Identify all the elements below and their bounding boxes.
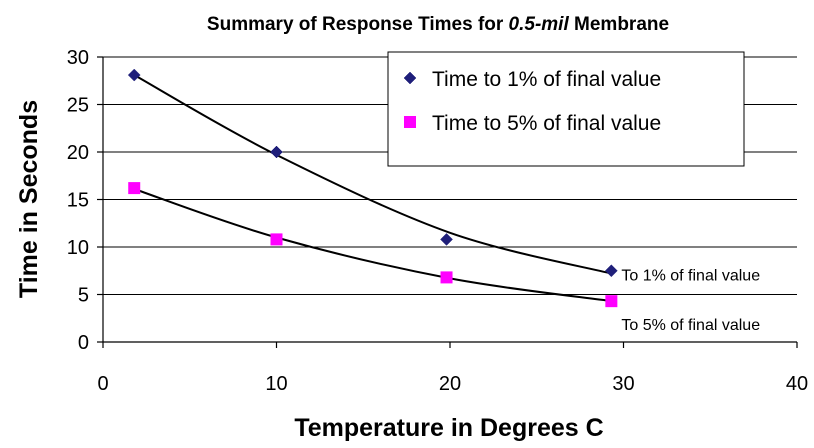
x-tick-label: 30 <box>612 373 634 395</box>
data-point <box>128 182 141 195</box>
x-tick-label: 10 <box>265 373 287 395</box>
x-axis-label: Temperature in Degrees C <box>294 414 603 442</box>
y-tick-label: 5 <box>78 285 89 307</box>
trendline-1 <box>133 74 612 275</box>
data-point <box>605 295 618 308</box>
x-tick-label: 40 <box>786 373 808 395</box>
legend-entry-label: Time to 5% of final value <box>432 112 661 135</box>
trendline-2 <box>133 188 612 303</box>
data-point <box>270 233 283 246</box>
x-tick-label: 0 <box>97 373 108 395</box>
tick-labels: 0 5 10 15 20 25 30 0 10 20 30 40 <box>67 47 808 395</box>
series-annotations: To 1% of final value To 5% of final value <box>621 268 760 335</box>
data-point <box>127 68 141 82</box>
trendlines <box>133 74 612 303</box>
y-tick-label: 25 <box>67 95 89 117</box>
x-tick-label: 20 <box>439 373 461 395</box>
y-tick-label: 0 <box>78 332 89 354</box>
y-axis-label: Time in Seconds <box>15 100 43 298</box>
y-tick-label: 15 <box>67 190 89 212</box>
legend-marker <box>404 116 416 128</box>
y-tick-label: 20 <box>67 142 89 164</box>
data-points <box>127 68 618 308</box>
chart-title: Summary of Response Times for 0.5-mil Me… <box>207 14 669 35</box>
data-point <box>440 233 453 246</box>
legend-entry-label: Time to 1% of final value <box>432 68 661 91</box>
y-tick-label: 10 <box>67 237 89 259</box>
data-point <box>270 145 283 159</box>
axes <box>97 56 798 348</box>
legend: Time to 1% of final value Time to 5% of f… <box>387 51 745 167</box>
data-point <box>605 264 618 278</box>
legend-marker <box>403 71 417 85</box>
data-point <box>440 271 453 284</box>
series-annotation: To 5% of final value <box>621 317 760 334</box>
y-tick-label: 30 <box>67 47 89 69</box>
legend-box <box>387 51 745 167</box>
series-annotation: To 1% of final value <box>621 268 760 285</box>
